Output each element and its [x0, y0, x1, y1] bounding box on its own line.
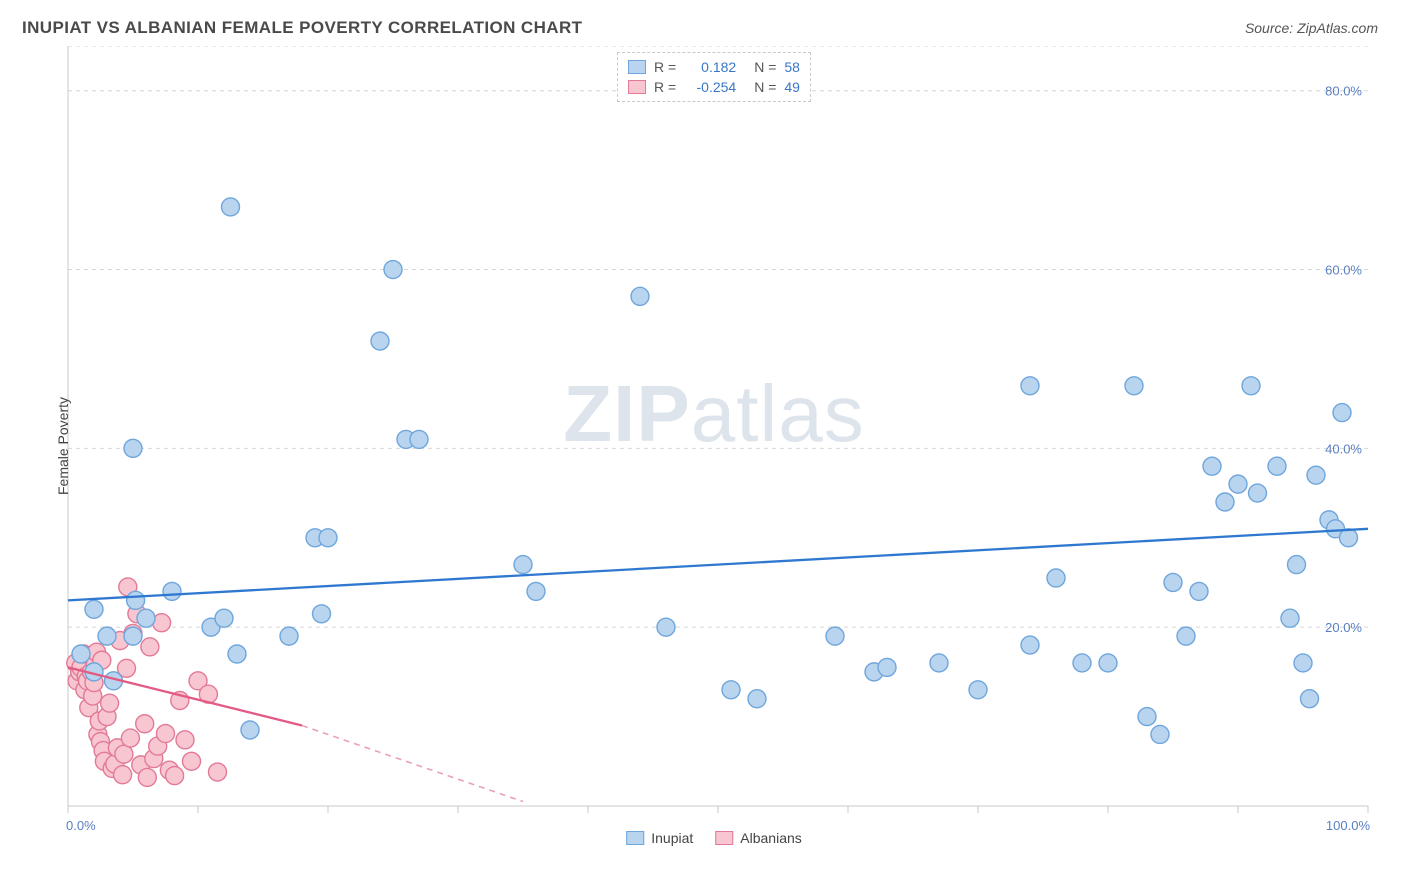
- chart-title: INUPIAT VS ALBANIAN FEMALE POVERTY CORRE…: [22, 18, 582, 38]
- svg-text:100.0%: 100.0%: [1326, 818, 1371, 833]
- svg-text:0.0%: 0.0%: [66, 818, 96, 833]
- svg-text:40.0%: 40.0%: [1325, 441, 1362, 456]
- svg-text:20.0%: 20.0%: [1325, 620, 1362, 635]
- series-legend: Inupiat Albanians: [626, 830, 802, 846]
- y-axis-label: Female Poverty: [55, 397, 71, 495]
- chart-area: Female Poverty ZIPatlas 20.0%40.0%60.0%8…: [50, 46, 1378, 846]
- legend-item: Albanians: [715, 830, 802, 846]
- legend-item: Inupiat: [626, 830, 693, 846]
- source-attribution: Source: ZipAtlas.com: [1245, 20, 1378, 36]
- correlation-legend: R =0.182N =58R =-0.254N =49: [617, 52, 811, 102]
- scatter-plot: 20.0% 40.0% 60.0% 80.0% 0.0% 100.0%: [50, 46, 1378, 846]
- svg-text:80.0%: 80.0%: [1325, 84, 1362, 99]
- svg-text:60.0%: 60.0%: [1325, 263, 1362, 278]
